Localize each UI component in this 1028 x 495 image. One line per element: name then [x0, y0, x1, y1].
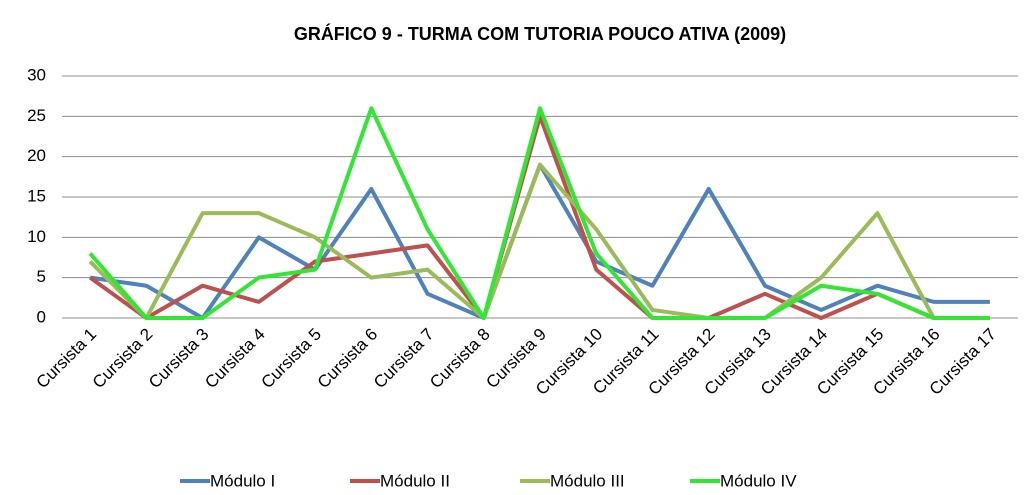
x-tick-label: Cursista 3 [145, 325, 213, 393]
x-tick-label: Cursista 6 [314, 325, 382, 393]
y-tick-label: 15 [27, 186, 46, 205]
x-tick-label: Cursista 4 [201, 325, 269, 393]
data-line [88, 114, 990, 320]
x-tick-label: Cursista 7 [370, 325, 438, 393]
y-tick-label: 5 [37, 267, 46, 286]
data-line [88, 106, 990, 320]
y-tick-label: 25 [27, 106, 46, 125]
data-line [88, 162, 990, 320]
x-tick-label: Cursista 8 [426, 325, 494, 393]
legend-label: Módulo III [550, 471, 625, 490]
y-tick-label: 10 [27, 227, 46, 246]
legend-label: Módulo II [380, 471, 450, 490]
chart-title: GRÁFICO 9 - TURMA COM TUTORIA POUCO ATIV… [294, 23, 786, 44]
y-tick-label: 30 [27, 65, 46, 84]
y-tick-label: 0 [37, 307, 46, 326]
x-tick-label: Cursista 5 [258, 325, 326, 393]
y-tick-label: 20 [27, 146, 46, 165]
x-tick-label: Cursista 1 [33, 325, 101, 393]
x-tick-label: Cursista 2 [89, 325, 157, 393]
legend-label: Módulo I [210, 471, 275, 490]
legend-label: Módulo IV [720, 471, 797, 490]
